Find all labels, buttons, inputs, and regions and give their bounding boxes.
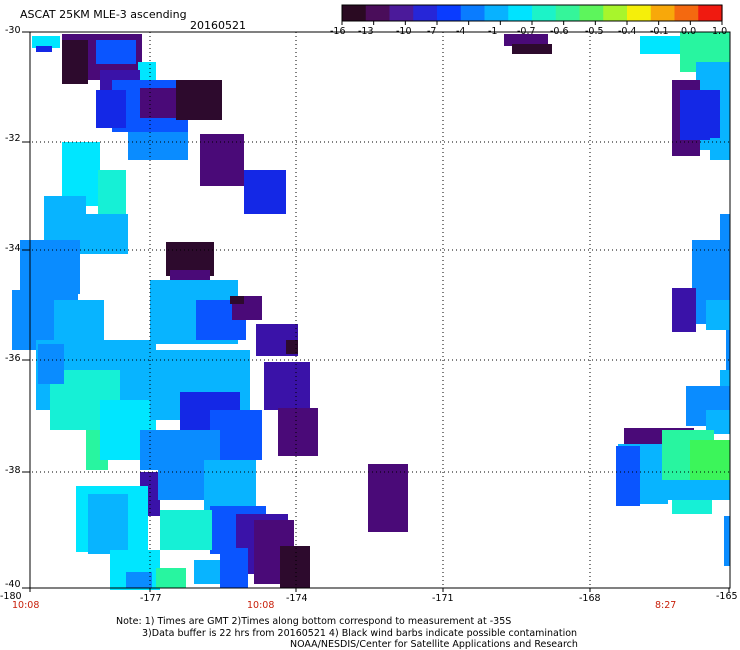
wind-cell — [160, 510, 212, 550]
colorbar-tick-label: 1.0 — [712, 26, 728, 37]
colorbar-swatch — [413, 5, 438, 21]
wind-cell — [96, 90, 126, 128]
colorbar-swatch — [603, 5, 628, 21]
wind-cell — [680, 90, 720, 140]
colorbar-tick-label: -0.6 — [550, 26, 569, 37]
colorbar-tick-label: -4 — [456, 26, 466, 37]
pass-time-label: 10:08 — [247, 600, 275, 611]
colorbar-swatch — [508, 5, 533, 21]
wind-cell — [128, 132, 188, 160]
wind-cell — [32, 36, 60, 48]
note-line-2: 3)Data buffer is 22 hrs from 20160521 4)… — [142, 628, 578, 639]
credit-line: NOAA/NESDIS/Center for Satellite Applica… — [290, 639, 578, 650]
colorbar-tick-label: 0.0 — [681, 26, 697, 37]
colorbar-swatch — [389, 5, 414, 21]
wind-cell — [706, 300, 730, 330]
pass-time-label: 8:27 — [655, 600, 677, 611]
wind-cell — [264, 362, 310, 410]
wind-cell — [156, 568, 186, 588]
wind-cell — [640, 36, 692, 54]
wind-cell — [138, 62, 156, 82]
wind-cell — [80, 214, 128, 254]
lon-tick-label: -180 — [0, 591, 22, 602]
colorbar-swatch — [579, 5, 604, 21]
colorbar-tick-label: -1 — [488, 26, 498, 37]
wind-cell — [220, 548, 248, 588]
colorbar-swatch — [342, 5, 367, 21]
lon-tick-label: -177 — [140, 593, 162, 604]
colorbar-swatch — [674, 5, 699, 21]
lat-tick-label: -32 — [5, 133, 21, 144]
lon-tick-label: -174 — [286, 593, 308, 604]
wind-cell — [640, 480, 730, 500]
wind-cell — [54, 300, 104, 340]
wind-cell — [512, 44, 552, 54]
wind-cell — [724, 516, 730, 566]
colorbar-swatch — [437, 5, 462, 21]
colorbar-swatch — [365, 5, 391, 21]
wind-cell — [20, 240, 80, 294]
wind-cell — [88, 494, 128, 554]
colorbar-tick-label: -0.4 — [618, 26, 637, 37]
plot-frame — [29, 31, 731, 589]
colorbar-tick-label: -0.1 — [650, 26, 669, 37]
wind-cell — [286, 340, 298, 354]
lat-tick-label: -38 — [5, 465, 21, 476]
colorbar-swatch — [627, 5, 652, 21]
map-date: 20160521 — [190, 19, 246, 32]
wind-cell — [158, 460, 208, 500]
colorbar-tick-label: -0.5 — [585, 26, 604, 37]
colorbar-swatch — [555, 5, 581, 21]
wind-cell — [200, 134, 244, 186]
wind-cell — [204, 460, 256, 510]
lat-tick-label: -40 — [5, 579, 21, 590]
wind-cell — [726, 330, 730, 370]
colorbar-swatch — [460, 5, 486, 21]
colorbar-tick-label: -13 — [358, 26, 374, 37]
wind-cell — [62, 40, 88, 84]
colorbar — [341, 4, 723, 25]
lat-tick-label: -30 — [5, 25, 21, 36]
colorbar-swatch — [650, 5, 676, 21]
wind-cell — [62, 142, 100, 206]
wind-cell — [38, 344, 64, 384]
colorbar-tick-label: -10 — [396, 26, 412, 37]
wind-cell — [504, 34, 548, 46]
note-line-1: Note: 1) Times are GMT 2)Times along bot… — [116, 616, 512, 627]
map-plot — [12, 31, 731, 592]
wind-cell — [672, 288, 696, 332]
map-title: ASCAT 25KM MLE-3 ascending — [20, 8, 187, 21]
wind-cell — [126, 572, 152, 588]
colorbar-swatch — [532, 5, 557, 21]
wind-cell — [280, 546, 310, 588]
colorbar-swatch — [698, 5, 723, 21]
wind-cell — [690, 440, 730, 480]
colorbar-tick-label: -0.7 — [517, 26, 536, 37]
wind-cell — [672, 500, 712, 514]
lon-tick-label: -165 — [716, 591, 738, 602]
colorbar-swatch — [484, 5, 509, 21]
wind-cell — [368, 464, 408, 532]
wind-cell — [176, 80, 222, 120]
lat-tick-label: -34 — [5, 243, 21, 254]
lon-tick-label: -168 — [579, 593, 601, 604]
wind-cell — [230, 296, 244, 304]
wind-cell — [98, 170, 126, 218]
wind-cell — [44, 196, 86, 240]
colorbar-tick-label: -7 — [427, 26, 437, 37]
colorbar-tick-label: -16 — [330, 26, 346, 37]
lon-tick-label: -171 — [432, 593, 454, 604]
wind-cell — [720, 370, 730, 390]
pass-time-label: 10:08 — [12, 600, 40, 611]
wind-cell — [244, 170, 286, 214]
wind-cell — [720, 214, 730, 254]
wind-cell — [710, 138, 730, 160]
wind-cell — [36, 46, 52, 52]
wind-cell — [278, 408, 318, 456]
wind-cell — [616, 446, 640, 506]
lat-tick-label: -36 — [5, 353, 21, 364]
wind-cell — [96, 40, 136, 64]
